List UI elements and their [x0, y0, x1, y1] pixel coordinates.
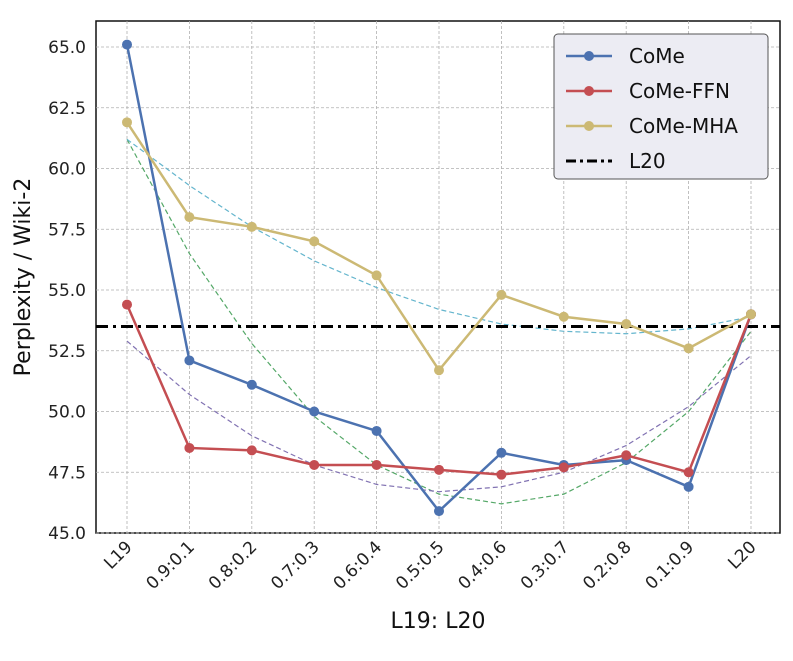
trend-line	[126, 139, 752, 505]
y-tick-label: 47.5	[48, 463, 86, 483]
legend-label: CoMe-MHA	[629, 114, 738, 138]
x-tick-label: 0.7:0.3	[267, 537, 323, 593]
data-point	[621, 319, 632, 330]
data-point	[184, 355, 195, 366]
legend-box	[553, 33, 769, 180]
y-tick-label: 50.0	[48, 403, 86, 423]
x-axis-label: L19: L20	[391, 609, 486, 634]
data-point	[496, 447, 507, 458]
legend-label: CoMe	[629, 44, 685, 68]
data-point	[746, 309, 756, 320]
y-tick-label: 57.5	[48, 220, 86, 240]
x-tick-label: 0.4:0.6	[454, 537, 510, 593]
data-point	[558, 462, 569, 473]
data-point	[434, 506, 444, 517]
data-point	[246, 221, 257, 232]
x-tick-label: 0.9:0.1	[142, 537, 198, 593]
legend-marker	[584, 51, 594, 61]
data-point	[309, 236, 320, 247]
x-tick-label: 0.5:0.5	[392, 537, 448, 593]
y-tick-labels: 45.0 47.5 50.0 52.5 55.0 57.5 60.0 62.5 65.0	[48, 38, 86, 544]
x-tick-label: 0.6:0.4	[330, 537, 386, 593]
x-tick-label: 0.8:0.2	[205, 537, 261, 593]
trend-lines	[126, 138, 752, 505]
legend-label: L20	[629, 149, 666, 173]
data-point	[246, 379, 257, 390]
legend-marker	[584, 121, 594, 131]
x-tick-label: 0.1:0.9	[642, 537, 698, 593]
data-point	[122, 299, 132, 310]
y-tick-label: 65.0	[48, 38, 86, 58]
data-point	[683, 467, 694, 478]
series-lines	[122, 39, 756, 517]
data-point	[371, 459, 382, 470]
data-point	[496, 469, 507, 480]
data-point	[184, 212, 195, 223]
data-point	[309, 459, 320, 470]
data-point	[434, 365, 444, 376]
data-point	[309, 406, 320, 417]
data-point	[621, 450, 632, 461]
y-axis-label: Perplexity / Wiki-2	[11, 178, 36, 377]
y-tick-label: 60.0	[48, 160, 86, 180]
legend-marker	[584, 86, 594, 96]
y-tick-label: 45.0	[48, 524, 86, 544]
y-tick-label: 62.5	[48, 99, 86, 119]
legend-label: CoMe-FFN	[629, 79, 730, 103]
data-point	[122, 117, 132, 128]
y-tick-label: 55.0	[48, 281, 86, 301]
data-point	[184, 442, 195, 453]
data-point	[496, 289, 507, 300]
x-tick-label: L19	[100, 537, 136, 573]
data-point	[371, 425, 382, 436]
y-tick-label: 52.5	[48, 342, 86, 362]
legend: CoMe CoMe-FFN CoMe-MHA L20	[553, 33, 769, 180]
x-tick-labels: L19 0.9:0.1 0.8:0.2 0.7:0.3 0.6:0.4 0.5:0.5 0.…	[100, 537, 760, 593]
x-tick-label: L20	[724, 537, 760, 573]
x-tick-label: 0.3:0.7	[517, 537, 573, 593]
data-point	[683, 481, 694, 492]
data-point	[683, 343, 694, 354]
data-point	[558, 311, 569, 322]
data-point	[434, 464, 444, 475]
trend-line	[126, 340, 752, 493]
x-tick-label: 0.2:0.8	[579, 537, 635, 593]
data-point	[122, 39, 132, 50]
data-point	[246, 445, 257, 456]
data-point	[371, 270, 382, 281]
